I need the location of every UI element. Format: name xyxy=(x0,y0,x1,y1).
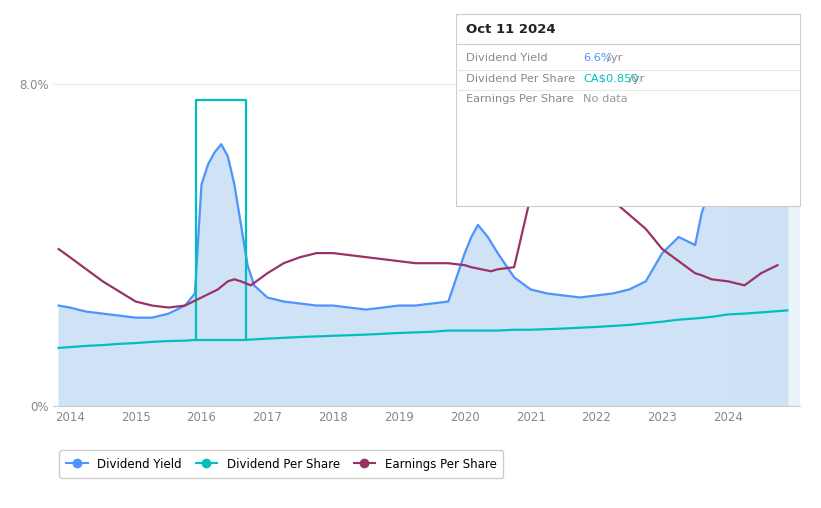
Legend: Dividend Yield, Dividend Per Share, Earnings Per Share: Dividend Yield, Dividend Per Share, Earn… xyxy=(59,451,503,478)
Text: Past: Past xyxy=(733,72,758,85)
Text: 6.6%: 6.6% xyxy=(583,53,612,64)
Text: /yr: /yr xyxy=(607,53,622,64)
Text: CA$0.850: CA$0.850 xyxy=(583,74,639,84)
Text: Earnings Per Share: Earnings Per Share xyxy=(466,94,573,104)
Text: /yr: /yr xyxy=(629,74,644,84)
Text: Dividend Yield: Dividend Yield xyxy=(466,53,547,64)
Bar xyxy=(728,64,800,406)
Text: Dividend Per Share: Dividend Per Share xyxy=(466,74,575,84)
Text: Oct 11 2024: Oct 11 2024 xyxy=(466,23,555,36)
Text: No data: No data xyxy=(583,94,627,104)
